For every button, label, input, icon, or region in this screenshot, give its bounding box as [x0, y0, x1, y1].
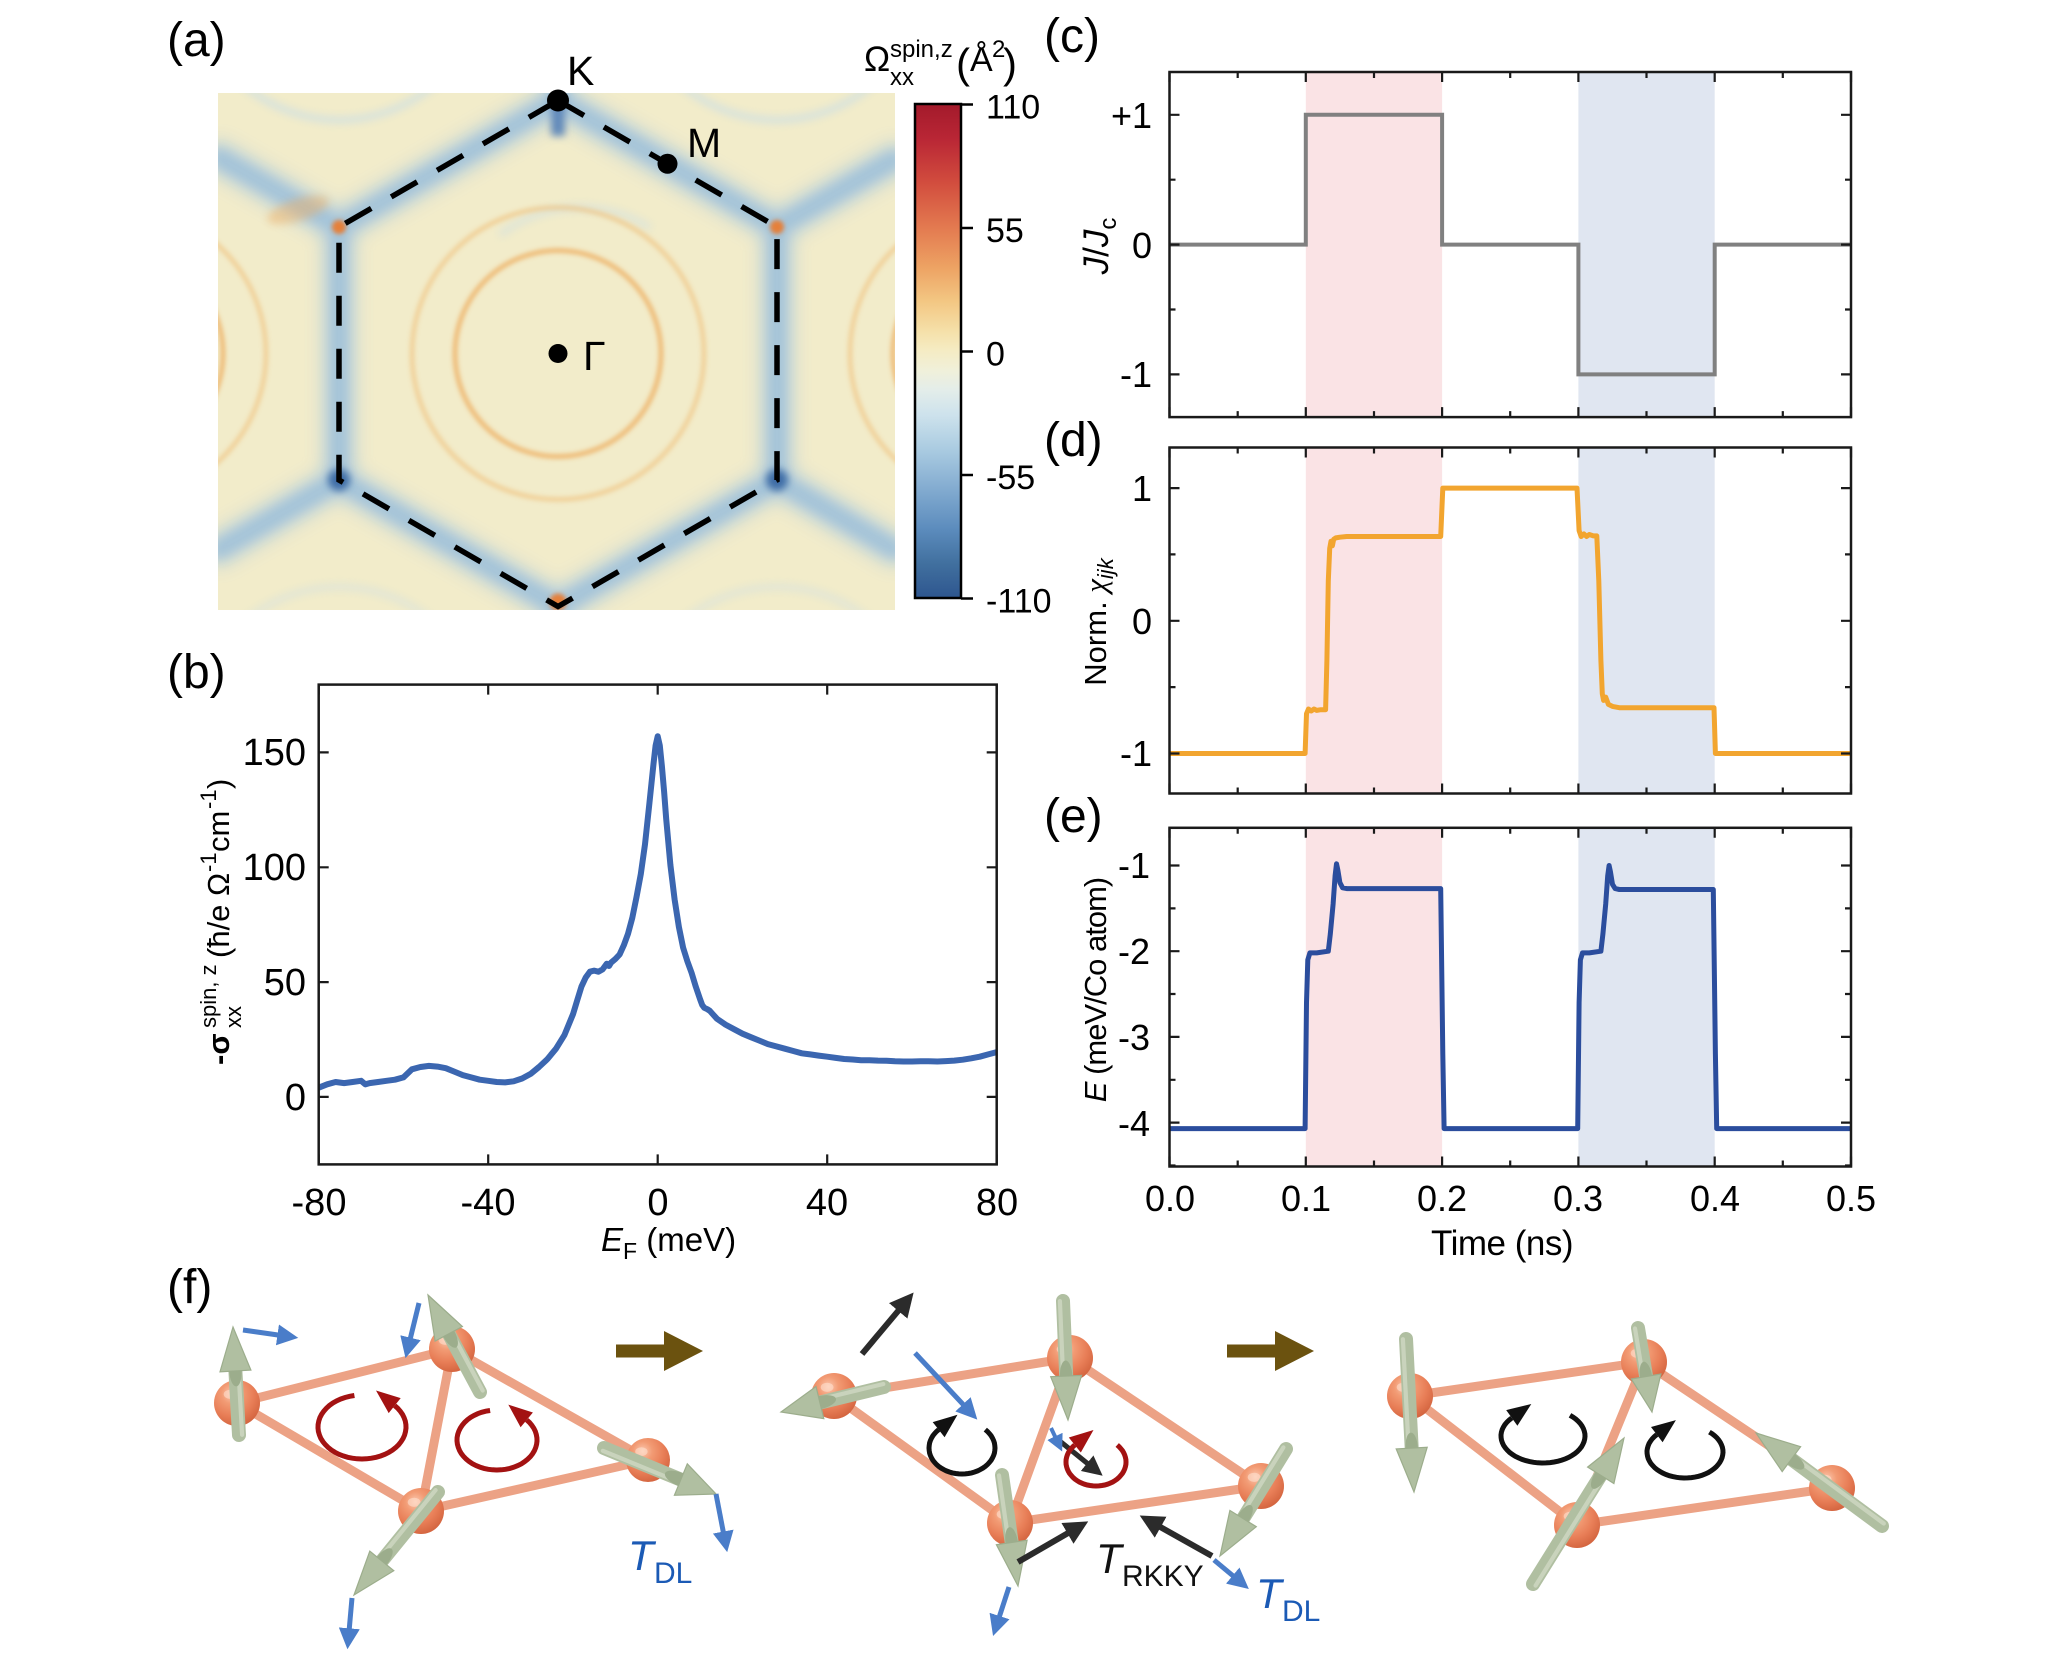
- svg-text:spin,z: spin,z: [890, 36, 953, 63]
- svg-text:RKKY: RKKY: [1122, 1560, 1204, 1593]
- svg-text:+1: +1: [1111, 95, 1152, 136]
- svg-text:EF (meV): EF (meV): [601, 1221, 736, 1264]
- svg-text:80: 80: [976, 1182, 1018, 1224]
- svg-text:150: 150: [243, 732, 306, 774]
- svg-text:K: K: [567, 48, 594, 94]
- svg-text:spin, z: spin, z: [196, 964, 221, 1028]
- svg-text:(e): (e): [1044, 790, 1103, 843]
- svg-text:110: 110: [986, 89, 1040, 127]
- svg-text:1: 1: [1132, 468, 1152, 509]
- svg-text:E (meV/Co atom): E (meV/Co atom): [1078, 878, 1113, 1102]
- svg-text:Å: Å: [970, 41, 993, 79]
- svg-text:40: 40: [806, 1182, 848, 1224]
- svg-text:DL: DL: [1282, 1595, 1320, 1628]
- svg-text:0.0: 0.0: [1145, 1178, 1195, 1219]
- svg-text:(b): (b): [167, 646, 226, 699]
- svg-text:0: 0: [1132, 225, 1152, 266]
- svg-text:0: 0: [1132, 601, 1152, 642]
- svg-text:-1: -1: [1118, 845, 1150, 886]
- svg-text:T: T: [628, 1532, 657, 1579]
- svg-text:0: 0: [285, 1077, 306, 1119]
- svg-text:-40: -40: [461, 1182, 516, 1224]
- svg-text:M: M: [687, 120, 721, 166]
- svg-text:0: 0: [986, 336, 1005, 374]
- svg-text:100: 100: [243, 847, 306, 889]
- svg-text:0.2: 0.2: [1417, 1178, 1467, 1219]
- svg-text:2: 2: [992, 36, 1005, 63]
- svg-text:): ): [1003, 40, 1017, 87]
- svg-text:-80: -80: [292, 1182, 347, 1224]
- svg-text:0.4: 0.4: [1690, 1178, 1740, 1219]
- svg-text:(ħ/e Ω: (ħ/e Ω: [201, 873, 236, 958]
- svg-text:0.1: 0.1: [1281, 1178, 1331, 1219]
- svg-text:0: 0: [647, 1182, 668, 1224]
- svg-text:(d): (d): [1044, 414, 1103, 467]
- svg-text:0.3: 0.3: [1553, 1178, 1603, 1219]
- svg-text:(a): (a): [167, 14, 226, 67]
- svg-text:(f): (f): [167, 1261, 212, 1314]
- svg-text:): ): [201, 779, 236, 789]
- svg-text:-3: -3: [1118, 1017, 1150, 1058]
- svg-text:-4: -4: [1118, 1103, 1150, 1144]
- svg-text:T: T: [1096, 1535, 1125, 1582]
- svg-text:Norm. χijk: Norm. χijk: [1078, 557, 1118, 685]
- svg-text:-1: -1: [1120, 354, 1152, 395]
- svg-text:50: 50: [264, 962, 306, 1004]
- svg-text:xx: xx: [890, 64, 914, 91]
- svg-text:-110: -110: [986, 583, 1052, 621]
- svg-text:xx: xx: [221, 1006, 246, 1028]
- svg-text:Time (ns): Time (ns): [1431, 1224, 1573, 1263]
- svg-text:55: 55: [986, 212, 1024, 250]
- svg-text:DL: DL: [654, 1557, 692, 1590]
- svg-text:(c): (c): [1044, 10, 1100, 63]
- svg-text:-1: -1: [196, 789, 221, 809]
- svg-text:-σ: -σ: [201, 1033, 236, 1065]
- svg-text:-1: -1: [1120, 733, 1152, 774]
- svg-text:-2: -2: [1118, 931, 1150, 972]
- svg-text:cm: cm: [201, 811, 236, 852]
- svg-text:-1: -1: [196, 852, 221, 872]
- svg-text:(: (: [956, 40, 970, 87]
- svg-text:Ω: Ω: [864, 40, 890, 79]
- svg-text:T: T: [1256, 1570, 1285, 1617]
- svg-text:Γ: Γ: [583, 333, 606, 379]
- svg-text:0.5: 0.5: [1826, 1178, 1876, 1219]
- svg-text:-55: -55: [986, 459, 1035, 497]
- svg-text:J/Jc: J/Jc: [1077, 218, 1122, 276]
